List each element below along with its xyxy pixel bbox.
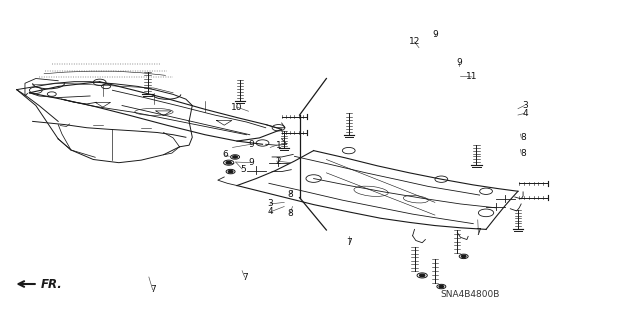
Text: 6: 6	[223, 150, 228, 159]
Text: 9: 9	[249, 158, 255, 167]
Text: 11: 11	[466, 72, 477, 81]
Text: 7: 7	[476, 228, 481, 237]
Text: 7: 7	[346, 238, 351, 247]
Text: 4: 4	[268, 207, 273, 216]
Text: 4: 4	[523, 109, 529, 118]
Text: 8: 8	[520, 149, 526, 158]
Text: 8: 8	[520, 133, 526, 142]
Text: 12: 12	[409, 38, 420, 47]
Text: 5: 5	[241, 165, 246, 174]
Text: 10: 10	[231, 103, 243, 112]
Text: 9: 9	[456, 58, 462, 67]
Text: 7: 7	[242, 272, 248, 281]
Text: 1: 1	[276, 141, 282, 150]
Circle shape	[420, 274, 425, 277]
Text: 3: 3	[523, 101, 529, 110]
Text: FR.: FR.	[40, 278, 62, 291]
Text: 9: 9	[249, 140, 255, 149]
Text: 2: 2	[276, 157, 282, 166]
Text: 7: 7	[150, 285, 156, 294]
Text: 8: 8	[287, 209, 293, 218]
Text: 9: 9	[432, 30, 438, 39]
Text: SNA4B4800B: SNA4B4800B	[440, 290, 500, 299]
Circle shape	[233, 156, 237, 158]
Text: 8: 8	[287, 190, 293, 199]
Text: 3: 3	[268, 199, 273, 208]
Circle shape	[461, 255, 466, 257]
Circle shape	[226, 161, 231, 164]
Circle shape	[439, 286, 444, 288]
Circle shape	[228, 170, 233, 173]
